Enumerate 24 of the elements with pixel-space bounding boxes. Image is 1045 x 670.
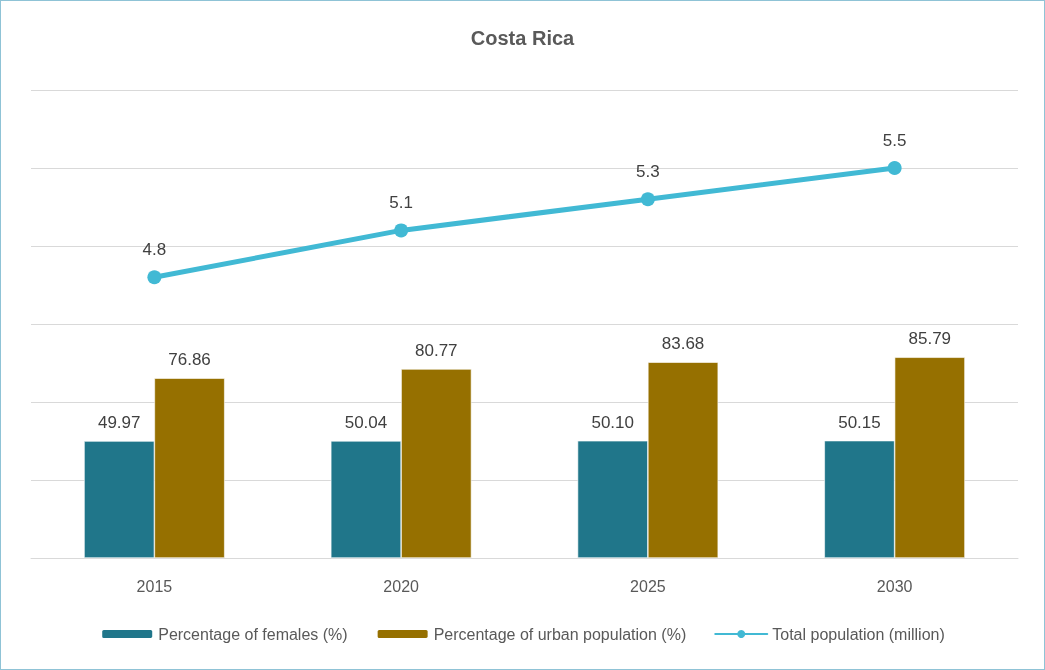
data-label: 5.5 — [882, 131, 907, 150]
data-label: 85.79 — [908, 329, 952, 349]
point — [887, 161, 902, 175]
point — [394, 223, 409, 238]
point — [640, 192, 655, 207]
legend-label: Percentage of urban population (%) — [433, 625, 687, 643]
data-label: 83.68 — [661, 334, 705, 354]
legend-label: Percentage of females (%) — [158, 625, 348, 643]
data-label: 4.8 — [142, 240, 167, 260]
data-label: 49.97 — [97, 413, 141, 433]
data-label: 50.10 — [591, 412, 634, 432]
data-label: 50.15 — [838, 412, 881, 432]
x-tick-label: 2025 — [630, 577, 666, 595]
data-label: 80.77 — [415, 341, 458, 360]
x-tick-label: 2020 — [383, 577, 420, 595]
legend-label: Total population (million) — [772, 625, 945, 643]
point — [147, 270, 162, 285]
chart-title: Costa Rica — [470, 27, 576, 49]
data-label: 5.3 — [636, 162, 660, 182]
x-tick-label: 2030 — [876, 577, 913, 595]
data-label: 50.04 — [344, 412, 388, 432]
x-tick-label: 2015 — [136, 577, 173, 595]
data-label: 76.86 — [168, 350, 211, 370]
data-label: 5.1 — [389, 193, 413, 213]
